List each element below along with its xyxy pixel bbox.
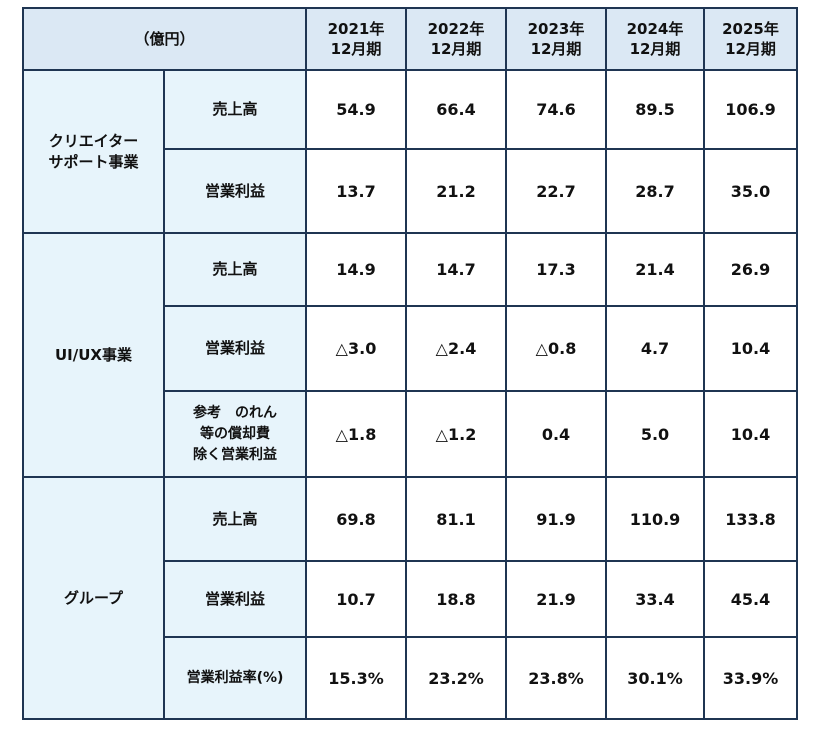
value-cell: 14.7 <box>405 232 507 307</box>
value-cell: 4.7 <box>605 305 705 392</box>
year-header: 2021年 12月期 <box>305 7 407 71</box>
text-line: 12月期 <box>430 40 482 58</box>
row-label: 売上高 <box>163 232 307 307</box>
value-cell: 17.3 <box>505 232 607 307</box>
financial-table: （億円） 2021年 12月期 2022年 12月期 2023年 12月期 2024年 12月期… <box>22 7 798 720</box>
value-cell: 28.7 <box>605 148 705 234</box>
data-row: グループ 売上高 69.8 81.1 91.9 110.9 133.8 <box>22 476 798 720</box>
value-cell: 106.9 <box>703 69 798 150</box>
value-cell: 21.2 <box>405 148 507 234</box>
text-line: 等の償却費 <box>200 425 270 442</box>
value-cell: 21.4 <box>605 232 705 307</box>
text-line: グループ <box>63 588 124 607</box>
value-cell: 89.5 <box>605 69 705 150</box>
year-header: 2022年 12月期 <box>405 7 507 71</box>
text-line: 12月期 <box>330 40 382 58</box>
text-line: 営業利益 <box>204 339 265 357</box>
row-label: 営業利益 <box>163 148 307 234</box>
row-label: 営業利益 <box>163 560 307 638</box>
value-cell: 81.1 <box>405 476 507 562</box>
year-header: 2023年 12月期 <box>505 7 607 71</box>
year-header: 2024年 12月期 <box>605 7 705 71</box>
value-cell: △1.2 <box>405 390 507 478</box>
unit-cell: （億円） <box>22 7 307 71</box>
text-line: 除く営業利益 <box>193 446 277 463</box>
text-line: クリエイター <box>48 131 139 150</box>
row-label: 参考 のれん 等の償却費除く営業利益 <box>163 390 307 478</box>
data-row: 営業利益 13.7 21.2 22.7 28.7 35.0 <box>23 148 798 234</box>
value-cell: 33.9% <box>703 636 798 720</box>
value-cell: △2.4 <box>405 305 507 392</box>
value-cell: 45.4 <box>703 560 798 638</box>
value-cell: 22.7 <box>505 148 607 234</box>
value-cell: 91.9 <box>505 476 607 562</box>
data-row: UI/UX事業 売上高 14.9 14.7 17.3 21.4 26.9 <box>22 232 798 478</box>
text-line: 12月期 <box>629 40 681 58</box>
value-cell: 10.4 <box>703 305 798 392</box>
value-cell: 14.9 <box>305 232 407 307</box>
text-line: 営業利益率(%) <box>186 669 284 686</box>
value-cell: 35.0 <box>703 148 798 234</box>
text-line: 2021年 <box>327 20 385 38</box>
value-cell: 74.6 <box>505 69 607 150</box>
value-cell: △3.0 <box>305 305 407 392</box>
text-line: 売上高 <box>212 100 258 118</box>
data-row: クリエイター サポート事業 売上高 54.9 66.4 74.6 89.5 106.9 <box>22 69 798 234</box>
value-cell: 23.2% <box>405 636 507 720</box>
header-row: （億円） 2021年 12月期 2022年 12月期 2023年 12月期 2024年 12月期… <box>22 7 798 71</box>
text-line: 12月期 <box>725 40 776 58</box>
value-cell: 110.9 <box>605 476 705 562</box>
value-cell: 21.9 <box>505 560 607 638</box>
value-cell: 66.4 <box>405 69 507 150</box>
text-line: 参考 のれん <box>193 404 277 421</box>
value-cell: 69.8 <box>305 476 407 562</box>
value-cell: 15.3% <box>305 636 407 720</box>
value-cell: 10.4 <box>703 390 798 478</box>
text-line: 売上高 <box>212 260 258 278</box>
value-cell: 23.8% <box>505 636 607 720</box>
group-name: UI/UX事業 <box>22 232 165 478</box>
group-name: クリエイター サポート事業 <box>22 69 165 234</box>
text-line: 12月期 <box>530 40 582 58</box>
row-label: 売上高 <box>163 69 307 150</box>
text-line: 営業利益 <box>204 181 265 200</box>
row-label: 営業利益率(%) <box>163 636 307 720</box>
text-line: 2024年 <box>626 20 684 38</box>
value-cell: 30.1% <box>605 636 705 720</box>
data-row: 参考 のれん 等の償却費 除く営業利益 △1.8 △1.2 0.4 5.0 10.4 <box>23 390 798 478</box>
text-line: 2022年 <box>427 20 485 38</box>
value-cell: 133.8 <box>703 476 798 562</box>
value-cell: △0.8 <box>505 305 607 392</box>
value-cell: 10.7 <box>305 560 407 638</box>
text-line: サポート事業 <box>48 152 139 171</box>
row-label: 売上高 <box>163 476 307 562</box>
text-line: 2023年 <box>527 20 585 38</box>
data-row: 営業利益率(%) 15.3% 23.2% 23.8% 30.1% 33.9% <box>23 636 798 720</box>
value-cell: △1.8 <box>305 390 407 478</box>
value-cell: 5.0 <box>605 390 705 478</box>
data-row: 営業利益 △3.0 △2.4 △0.8 4.7 10.4 <box>23 305 798 392</box>
value-cell: 26.9 <box>703 232 798 307</box>
text-line: 2025年 <box>722 20 779 38</box>
value-cell: 0.4 <box>505 390 607 478</box>
text-line: 売上高 <box>212 509 258 528</box>
value-cell: 13.7 <box>305 148 407 234</box>
data-row: 営業利益 10.7 18.8 21.9 33.4 45.4 <box>23 560 798 638</box>
row-label: 営業利益 <box>163 305 307 392</box>
value-cell: 33.4 <box>605 560 705 638</box>
value-cell: 18.8 <box>405 560 507 638</box>
group-name: グループ <box>22 476 165 720</box>
value-cell: 54.9 <box>305 69 407 150</box>
text-line: UI/UX事業 <box>55 345 132 364</box>
year-header: 2025年 12月期 <box>703 7 798 71</box>
text-line: 営業利益 <box>204 589 265 608</box>
